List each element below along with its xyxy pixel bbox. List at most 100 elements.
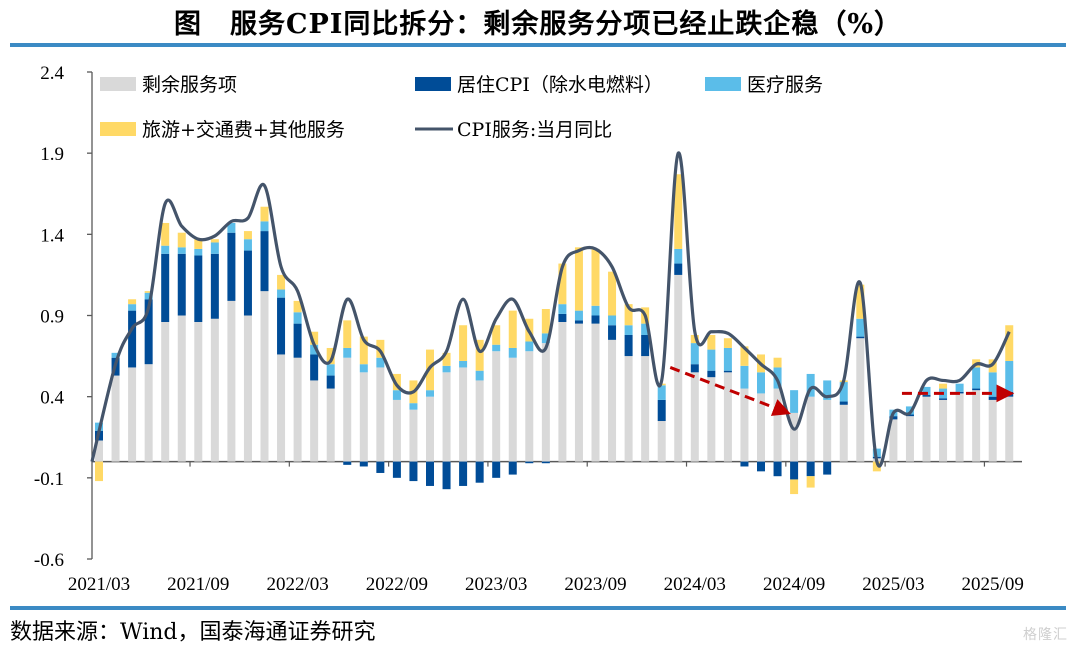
bar-rest bbox=[939, 399, 948, 462]
bar-rest bbox=[260, 291, 269, 462]
bar-medical bbox=[591, 305, 600, 316]
bar-medical bbox=[806, 373, 815, 397]
x-tick-label: 2022/09 bbox=[366, 574, 428, 595]
x-tick-label: 2023/03 bbox=[465, 574, 527, 595]
bar-travel bbox=[442, 352, 451, 366]
bar-housing bbox=[972, 388, 981, 391]
bar-housing bbox=[210, 253, 219, 319]
bar-housing bbox=[277, 297, 286, 355]
bar-medical bbox=[1005, 360, 1014, 392]
legend-swatch-housing bbox=[415, 77, 451, 91]
bar-rest bbox=[955, 393, 964, 462]
bar-housing bbox=[939, 398, 948, 400]
bar-housing bbox=[889, 416, 898, 420]
bar-rest bbox=[243, 315, 252, 462]
bar-rest bbox=[674, 274, 683, 462]
bar-travel bbox=[343, 320, 352, 348]
x-tick-label: 2022/03 bbox=[266, 574, 328, 595]
legend-label: 剩余服务项 bbox=[142, 74, 237, 96]
bar-rest bbox=[806, 396, 815, 462]
bar-medical bbox=[128, 304, 137, 311]
bar-medical bbox=[608, 315, 617, 326]
bar-housing bbox=[310, 354, 319, 381]
bar-housing bbox=[343, 461, 352, 465]
bar-travel bbox=[128, 299, 137, 305]
bar-housing bbox=[194, 255, 203, 322]
bar-housing bbox=[790, 461, 799, 480]
bar-rest bbox=[475, 380, 484, 462]
bar-medical bbox=[856, 318, 865, 337]
bar-rest bbox=[459, 367, 468, 462]
bar-travel bbox=[707, 334, 716, 350]
bar-rest bbox=[988, 399, 997, 462]
bar-medical bbox=[707, 349, 716, 371]
bar-travel bbox=[277, 274, 286, 290]
bar-travel bbox=[690, 334, 699, 344]
bar-rest bbox=[591, 323, 600, 462]
bar-rest bbox=[574, 323, 583, 462]
bar-housing bbox=[144, 299, 153, 365]
bar-medical bbox=[194, 248, 203, 256]
bar-rest bbox=[293, 357, 302, 462]
bar-housing bbox=[260, 231, 269, 292]
bar-housing bbox=[823, 461, 832, 475]
bar-medical bbox=[988, 372, 997, 397]
watermark: 格隆汇 bbox=[1023, 627, 1068, 643]
bar-rest bbox=[359, 372, 368, 462]
bar-rest bbox=[823, 399, 832, 462]
y-tick-label: 1.9 bbox=[40, 144, 64, 165]
bar-housing bbox=[674, 263, 683, 275]
bar-travel bbox=[95, 461, 103, 482]
bar-housing bbox=[608, 325, 617, 340]
bar-rest bbox=[856, 338, 865, 462]
x-tick-label: 2024/03 bbox=[664, 574, 726, 595]
bar-rest bbox=[326, 388, 335, 462]
bar-rest bbox=[194, 321, 203, 462]
bar-housing bbox=[574, 320, 583, 324]
bar-rest bbox=[227, 300, 236, 462]
bar-travel bbox=[608, 271, 617, 316]
bar-travel bbox=[392, 373, 401, 391]
bar-housing bbox=[326, 375, 335, 389]
bar-medical bbox=[492, 344, 501, 352]
bar-travel bbox=[161, 222, 170, 246]
bar-medical bbox=[359, 364, 368, 373]
bar-medical bbox=[277, 289, 286, 298]
bar-travel bbox=[574, 247, 583, 311]
bar-medical bbox=[343, 347, 352, 358]
bar-medical bbox=[210, 242, 219, 254]
bar-housing bbox=[591, 315, 600, 324]
y-tick-label: 1.4 bbox=[40, 225, 64, 246]
y-tick-label: 2.4 bbox=[40, 63, 64, 84]
bar-travel bbox=[144, 291, 153, 293]
bar-travel bbox=[359, 336, 368, 365]
bar-travel bbox=[1005, 325, 1014, 361]
bar-travel bbox=[872, 461, 881, 472]
bar-travel bbox=[939, 383, 948, 389]
bar-housing bbox=[508, 461, 517, 475]
bar-housing bbox=[541, 461, 550, 464]
bar-medical bbox=[972, 367, 981, 389]
bar-medical bbox=[227, 222, 236, 233]
trend-arrow bbox=[669, 366, 791, 416]
bar-rest bbox=[740, 388, 749, 462]
bar-housing bbox=[525, 461, 534, 464]
bar-rest bbox=[657, 421, 666, 462]
bar-rest bbox=[641, 356, 650, 462]
title-rule bbox=[10, 43, 1066, 47]
source-note: 数据来源：Wind，国泰海通证券研究 bbox=[10, 620, 376, 645]
bar-medical bbox=[243, 239, 252, 251]
bar-medical bbox=[161, 245, 170, 254]
bar-housing bbox=[376, 461, 385, 473]
bar-housing bbox=[392, 461, 401, 478]
bar-rest bbox=[1005, 396, 1014, 462]
bar-travel bbox=[773, 357, 782, 368]
bar-medical bbox=[641, 323, 650, 335]
bar-rest bbox=[376, 367, 385, 462]
bar-housing bbox=[740, 461, 749, 467]
bar-rest bbox=[161, 321, 170, 462]
bar-medical bbox=[690, 343, 699, 365]
bar-housing bbox=[690, 364, 699, 373]
